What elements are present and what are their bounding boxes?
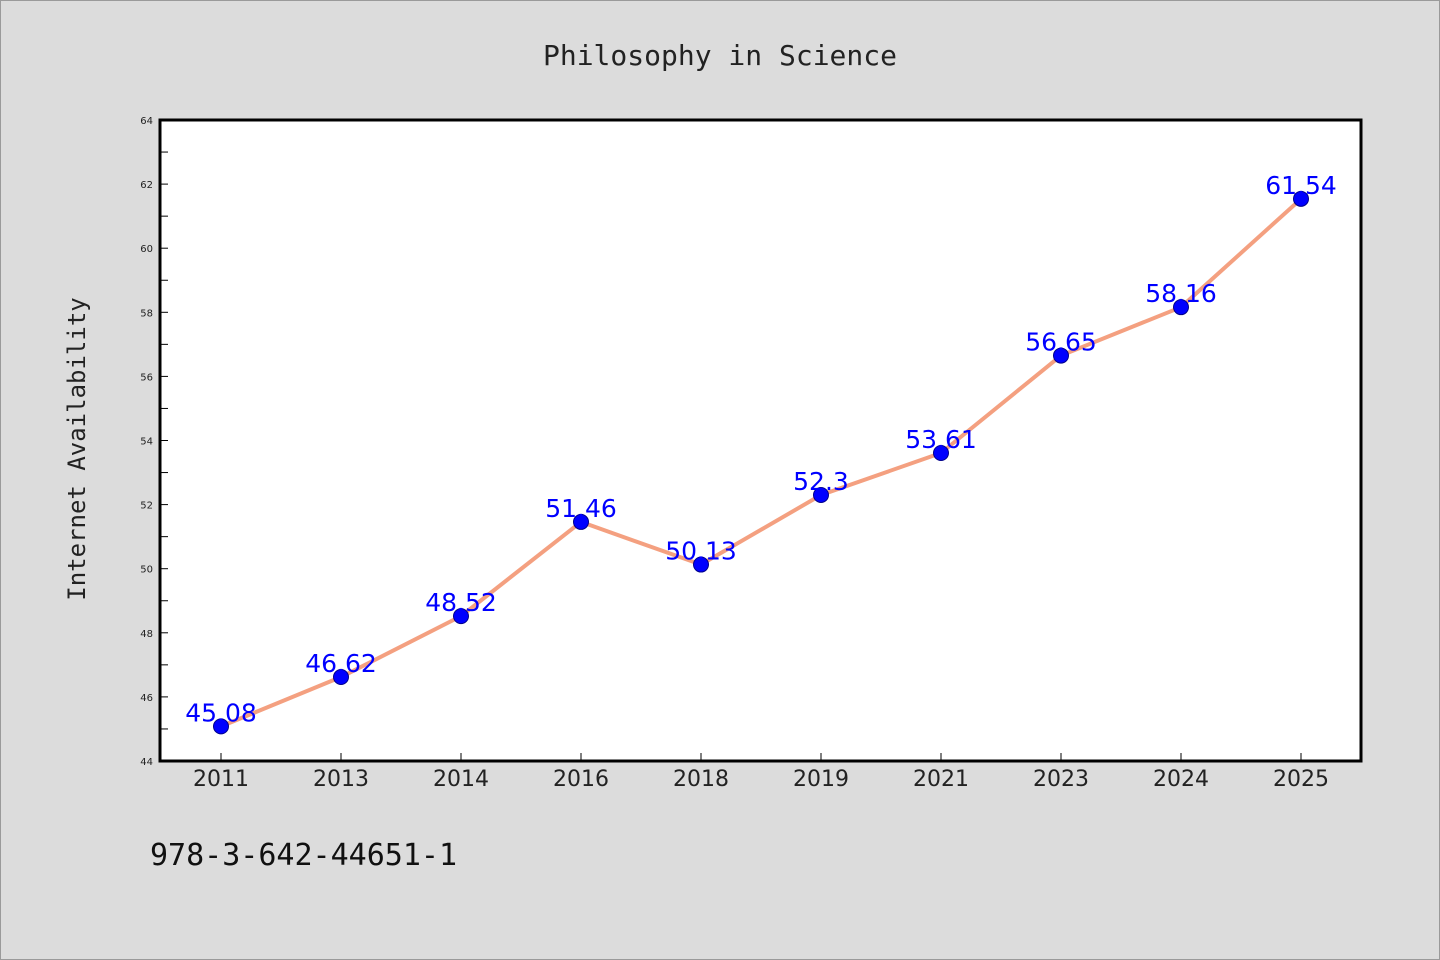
- data-point-marker: [1173, 299, 1189, 316]
- x-tick-label: 2013: [313, 767, 369, 792]
- series-line: [220, 197, 1303, 729]
- data-label: 53.61: [905, 425, 977, 454]
- data-point-marker: [213, 718, 229, 735]
- data-point-marker: [573, 513, 589, 530]
- data-point-marker: [933, 444, 949, 461]
- x-tick-label: 2019: [793, 767, 849, 792]
- y-tick-label: 50: [140, 565, 153, 576]
- y-tick-label: 48: [140, 629, 153, 640]
- data-label: 58.16: [1145, 279, 1217, 308]
- x-axis: 2011 2013 2014 2016 2018 2019 2021 2023 2024 2025: [193, 753, 1329, 792]
- y-tick-label: 54: [140, 437, 153, 448]
- x-tick-label: 2014: [433, 767, 489, 792]
- y-tick-label: 46: [140, 693, 153, 704]
- data-label: 46.62: [305, 649, 377, 678]
- data-label: 51.46: [545, 494, 617, 523]
- y-tick-label: 56: [140, 372, 153, 383]
- data-point-marker: [333, 669, 349, 686]
- plot-area: [158, 118, 1363, 763]
- markers-group: [213, 190, 1309, 735]
- y-axis-label: Internet Availability: [63, 297, 91, 600]
- x-tick-label: 2025: [1273, 767, 1329, 792]
- x-tick-label: 2018: [673, 767, 729, 792]
- data-label: 48.52: [425, 588, 497, 617]
- y-tick-label: 60: [140, 244, 153, 255]
- data-point-marker: [1053, 347, 1069, 364]
- data-point-marker: [693, 556, 709, 573]
- x-tick-label: 2023: [1033, 767, 1089, 792]
- series-line-group: [220, 197, 1303, 729]
- y-tick-label: 44: [140, 757, 153, 768]
- footer-code: 978-3-642-44651-1: [150, 838, 457, 873]
- x-tick-label: 2011: [193, 767, 249, 792]
- x-tick-label: 2021: [913, 767, 969, 792]
- data-point-marker: [1293, 190, 1309, 207]
- data-label: 61.54: [1265, 171, 1337, 200]
- x-tick-label: 2024: [1153, 767, 1209, 792]
- y-axis: 44 46 48 50 52 54 56 58 60 62 64: [140, 116, 168, 768]
- data-labels-group: 45.08 46.62 48.52 51.46 50.13 52.3 53.61 56.65 5…: [185, 171, 1337, 728]
- data-label: 52.3: [793, 467, 849, 496]
- data-point-marker: [453, 608, 469, 625]
- y-tick-label: 52: [140, 501, 153, 512]
- y-tick-label: 58: [140, 308, 153, 319]
- data-point-marker: [813, 486, 829, 503]
- data-label: 50.13: [665, 537, 737, 566]
- data-label: 56.65: [1025, 328, 1097, 357]
- y-tick-label: 62: [140, 180, 153, 191]
- data-label: 45.08: [185, 698, 257, 727]
- x-tick-label: 2016: [553, 767, 609, 792]
- y-tick-label: 64: [140, 116, 153, 127]
- chart-title: Philosophy in Science: [543, 39, 897, 72]
